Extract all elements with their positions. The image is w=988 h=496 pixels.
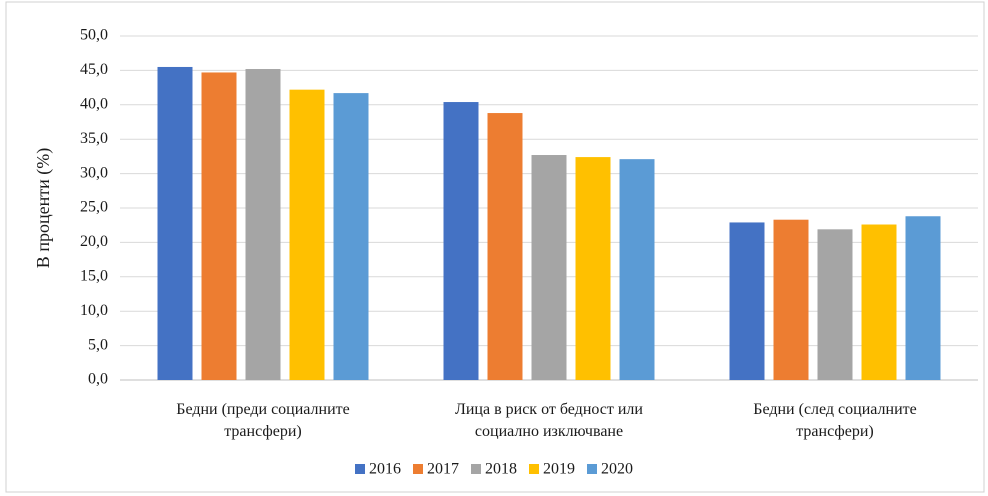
legend-label: 2018 bbox=[485, 461, 517, 478]
bar bbox=[619, 159, 655, 380]
legend-item: 2019 bbox=[529, 461, 575, 478]
legend-label: 2020 bbox=[601, 461, 633, 478]
bar bbox=[157, 66, 193, 381]
legend-item: 2020 bbox=[587, 461, 633, 478]
y-tick-label: 50,0 bbox=[80, 27, 108, 44]
legend-item: 2018 bbox=[471, 461, 517, 478]
y-tick-label: 45,0 bbox=[80, 61, 108, 78]
legend-item: 2017 bbox=[413, 461, 459, 478]
y-tick-label: 5,0 bbox=[88, 336, 108, 353]
legend-swatch bbox=[587, 464, 597, 474]
bar bbox=[531, 155, 567, 380]
bar bbox=[289, 89, 325, 380]
bar bbox=[443, 102, 479, 380]
bar bbox=[729, 222, 765, 380]
y-tick-label: 30,0 bbox=[80, 164, 108, 181]
x-tick-label: Лица в риск от бедност или социално изклю… bbox=[455, 401, 643, 440]
legend-item: 2016 bbox=[355, 461, 401, 478]
x-tick-label: Бедни (преди социалните трансфери) bbox=[176, 401, 350, 440]
legend-swatch bbox=[355, 464, 365, 474]
bar bbox=[201, 72, 237, 381]
y-tick-label: 10,0 bbox=[80, 302, 108, 319]
legend-swatch bbox=[413, 464, 423, 474]
bar bbox=[245, 69, 281, 381]
legend-label: 2016 bbox=[369, 461, 401, 478]
legend-label: 2019 bbox=[543, 461, 575, 478]
x-tick-label: Бедни (след социалните трансфери) bbox=[753, 401, 916, 440]
bar bbox=[773, 219, 809, 380]
bar bbox=[817, 229, 853, 380]
bar bbox=[333, 93, 369, 380]
y-tick-label: 0,0 bbox=[88, 371, 108, 388]
legend-swatch bbox=[529, 464, 539, 474]
y-axis-label: В проценти (%) bbox=[33, 148, 54, 268]
y-tick-label: 20,0 bbox=[80, 233, 108, 250]
bar bbox=[487, 113, 523, 380]
legend-swatch bbox=[471, 464, 481, 474]
y-tick-label: 35,0 bbox=[80, 130, 108, 147]
bar bbox=[861, 224, 897, 380]
y-tick-label: 25,0 bbox=[80, 199, 108, 216]
y-tick-label: 40,0 bbox=[80, 95, 108, 112]
bar bbox=[905, 216, 941, 380]
legend-label: 2017 bbox=[427, 461, 459, 478]
y-tick-label: 15,0 bbox=[80, 267, 108, 284]
bar bbox=[575, 157, 611, 380]
